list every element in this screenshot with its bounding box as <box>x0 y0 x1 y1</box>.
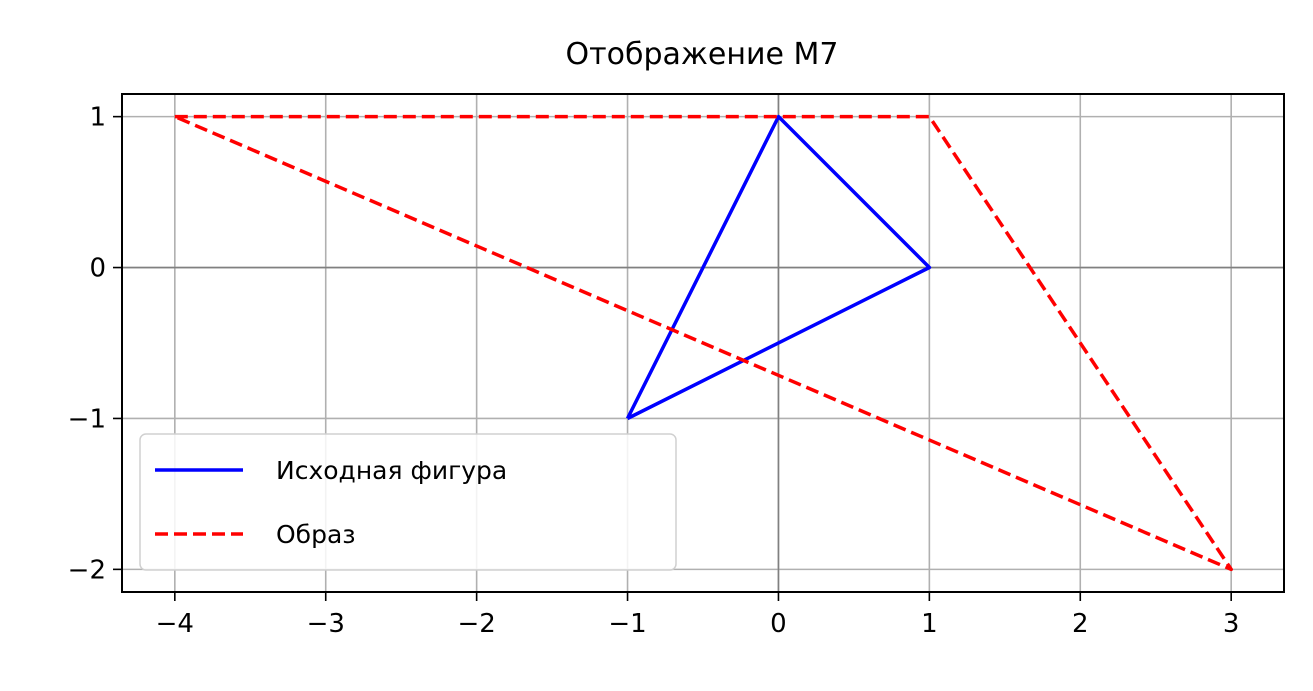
legend-label-image: Образ <box>276 520 356 549</box>
x-tick-label-0: −4 <box>156 609 194 639</box>
series-line-1 <box>174 114 1233 572</box>
series-line-0 <box>625 114 932 421</box>
ticks: −4 −3 −2 −1 0 1 2 3 −2 −1 0 1 <box>68 103 1240 639</box>
y-tick-label-3: 1 <box>89 103 106 133</box>
legend: Исходная фигура Образ <box>139 433 677 571</box>
x-tick-label-4: 0 <box>770 609 787 639</box>
y-tick-label-0: −2 <box>68 555 106 585</box>
x-tick-label-6: 2 <box>1072 609 1089 639</box>
chart-title: Отображение M7 <box>566 37 839 72</box>
x-tick-label-1: −3 <box>307 609 345 639</box>
legend-label-original: Исходная фигура <box>276 456 507 485</box>
plot-frame <box>121 93 1285 593</box>
x-tick-label-2: −2 <box>457 609 495 639</box>
y-tick-label-2: 0 <box>89 254 106 284</box>
x-tick-label-5: 1 <box>921 609 938 639</box>
series-layer <box>174 114 1233 572</box>
x-tick-label-7: 3 <box>1223 609 1240 639</box>
legend-frame <box>139 433 677 571</box>
x-tick-label-3: −1 <box>608 609 646 639</box>
y-tick-label-1: −1 <box>68 404 106 434</box>
